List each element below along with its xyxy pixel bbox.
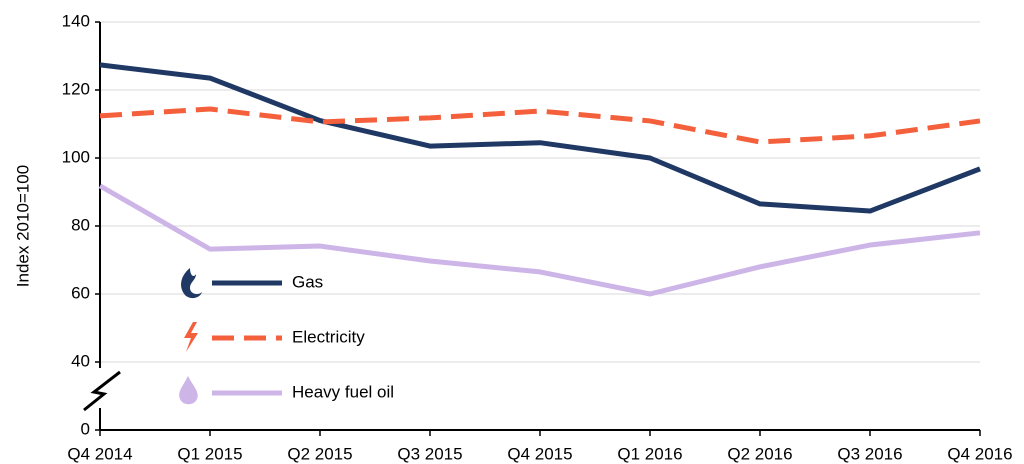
x-tick-label: Q1 2015 bbox=[177, 444, 242, 463]
y-tick-label: 0 bbox=[81, 419, 90, 438]
oil-icon bbox=[179, 376, 198, 405]
y-axis-label: Index 2010=100 bbox=[13, 165, 32, 287]
x-tick-label: Q1 2016 bbox=[617, 444, 682, 463]
series-line bbox=[99, 106, 981, 145]
x-tick-label: Q4 2014 bbox=[67, 444, 132, 463]
y-tick-label: 40 bbox=[71, 351, 90, 370]
series-line bbox=[99, 62, 981, 214]
x-tick-label: Q2 2015 bbox=[287, 444, 352, 463]
axis-break bbox=[83, 370, 121, 412]
y-tick-label: 100 bbox=[62, 147, 90, 166]
legend-label: Heavy fuel oil bbox=[292, 382, 394, 401]
y-tick-label: 140 bbox=[62, 11, 90, 30]
y-tick-label: 80 bbox=[71, 215, 90, 234]
legend-icons bbox=[179, 268, 202, 405]
x-tick-label: Q4 2015 bbox=[507, 444, 572, 463]
x-tick-label: Q3 2016 bbox=[837, 444, 902, 463]
y-tick-label: 120 bbox=[62, 79, 90, 98]
electricity-icon bbox=[184, 322, 198, 352]
legend-label: Electricity bbox=[292, 327, 365, 346]
x-tick-label: Q4 2016 bbox=[947, 444, 1012, 463]
gas-icon bbox=[181, 268, 202, 299]
legend-label: Gas bbox=[292, 272, 323, 291]
x-tick-label: Q3 2015 bbox=[397, 444, 462, 463]
x-tick-label: Q2 2016 bbox=[727, 444, 792, 463]
series-line bbox=[98, 183, 981, 297]
y-tick-label: 60 bbox=[71, 283, 90, 302]
